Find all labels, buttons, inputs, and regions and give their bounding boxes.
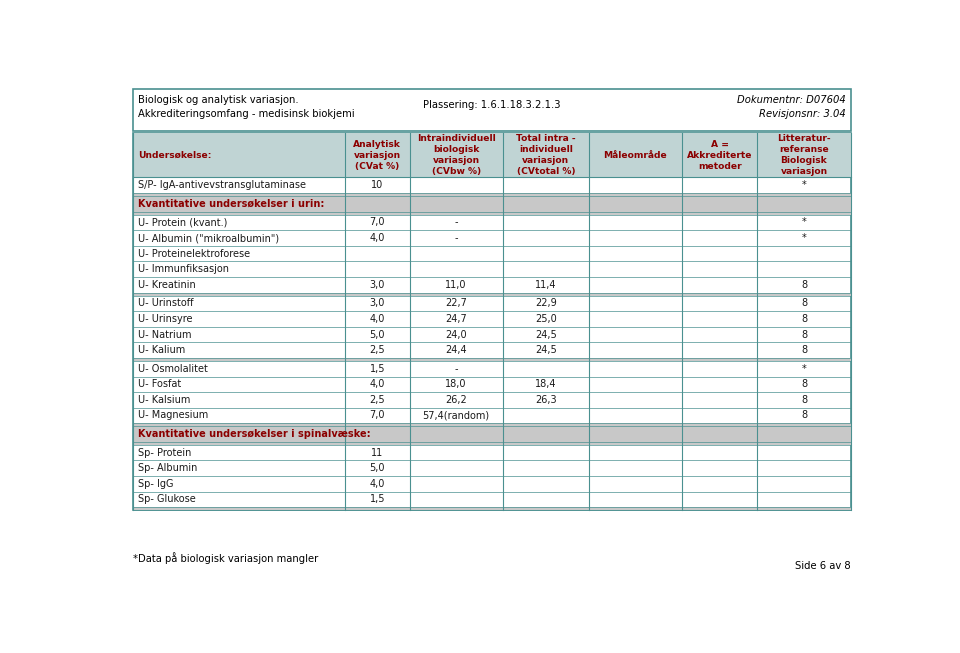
Text: Kvantitative undersøkelser i urin:: Kvantitative undersøkelser i urin: <box>138 199 324 209</box>
Bar <box>133 507 851 510</box>
Text: 3,0: 3,0 <box>370 279 385 290</box>
Bar <box>133 133 851 510</box>
Text: 26,2: 26,2 <box>445 395 467 405</box>
Text: 8: 8 <box>801 279 807 290</box>
Text: Plassering: 1.6.1.18.3.2.1.3: Plassering: 1.6.1.18.3.2.1.3 <box>423 101 561 110</box>
Bar <box>133 358 851 361</box>
Text: U- Fosfat: U- Fosfat <box>138 379 181 389</box>
Text: 24,7: 24,7 <box>445 314 467 324</box>
Text: U- Proteinelektroforese: U- Proteinelektroforese <box>138 249 250 259</box>
Text: Total intra -
individuell
variasjon
(CVtotal %): Total intra - individuell variasjon (CVt… <box>516 134 576 176</box>
Text: 1,5: 1,5 <box>370 494 385 505</box>
Text: U- Albumin ("mikroalbumin"): U- Albumin ("mikroalbumin") <box>138 233 279 243</box>
Text: 24,0: 24,0 <box>445 330 467 340</box>
Text: 8: 8 <box>801 314 807 324</box>
Text: A =
Akkrediterte
metoder: A = Akkrediterte metoder <box>687 140 753 171</box>
Text: U- Urinstoff: U- Urinstoff <box>138 298 193 308</box>
Text: U- Osmolalitet: U- Osmolalitet <box>138 364 207 374</box>
Text: 8: 8 <box>801 298 807 308</box>
Text: Sp- Protein: Sp- Protein <box>138 448 191 458</box>
Text: Revisjonsnr: 3.04: Revisjonsnr: 3.04 <box>759 108 846 119</box>
Text: U- Kreatinin: U- Kreatinin <box>138 279 196 290</box>
Text: 57,4(random): 57,4(random) <box>422 411 490 421</box>
Text: 7,0: 7,0 <box>370 411 385 421</box>
Text: -: - <box>454 217 458 227</box>
Text: Sp- Glukose: Sp- Glukose <box>138 494 196 505</box>
Text: 8: 8 <box>801 411 807 421</box>
Text: 11: 11 <box>372 448 383 458</box>
Text: U- Magnesium: U- Magnesium <box>138 411 208 421</box>
Text: 22,9: 22,9 <box>535 298 557 308</box>
Text: 7,0: 7,0 <box>370 217 385 227</box>
Text: 8: 8 <box>801 379 807 389</box>
Text: Biologisk og analytisk variasjon.: Biologisk og analytisk variasjon. <box>138 95 299 105</box>
Text: 4,0: 4,0 <box>370 314 385 324</box>
Text: *: * <box>802 180 806 190</box>
Text: 11,4: 11,4 <box>535 279 557 290</box>
Bar <box>133 423 851 426</box>
Bar <box>133 442 851 445</box>
Text: U- Urinsyre: U- Urinsyre <box>138 314 192 324</box>
Text: 5,0: 5,0 <box>370 463 385 473</box>
Text: Måleområde: Måleområde <box>604 151 667 160</box>
Bar <box>133 426 851 442</box>
Text: *: * <box>802 217 806 227</box>
Text: 11,0: 11,0 <box>445 279 467 290</box>
Text: U- Kalium: U- Kalium <box>138 345 185 355</box>
Text: Intraindividuell
biologisk
variasjon
(CVbw %): Intraindividuell biologisk variasjon (CV… <box>417 134 495 176</box>
Bar <box>133 212 851 215</box>
Text: 24,5: 24,5 <box>535 330 557 340</box>
Text: 26,3: 26,3 <box>535 395 557 405</box>
Text: Akkrediteringsomfang - medisinsk biokjemi: Akkrediteringsomfang - medisinsk biokjem… <box>138 108 354 119</box>
Text: 10: 10 <box>372 180 383 190</box>
Text: 2,5: 2,5 <box>370 345 385 355</box>
Text: S/P- IgA-antivevstransglutaminase: S/P- IgA-antivevstransglutaminase <box>138 180 306 190</box>
Text: Undersøkelse:: Undersøkelse: <box>138 151 211 160</box>
Bar <box>133 89 851 131</box>
Text: 24,5: 24,5 <box>535 345 557 355</box>
Text: Litteratur-
referanse
Biologisk
variasjon: Litteratur- referanse Biologisk variasjo… <box>778 134 830 176</box>
Text: 1,5: 1,5 <box>370 364 385 374</box>
Text: 25,0: 25,0 <box>535 314 557 324</box>
Bar <box>133 193 851 196</box>
Text: Side 6 av 8: Side 6 av 8 <box>795 561 851 571</box>
Text: 4,0: 4,0 <box>370 479 385 489</box>
Text: Sp- IgG: Sp- IgG <box>138 479 174 489</box>
Text: *: * <box>802 233 806 243</box>
Text: U- Natrium: U- Natrium <box>138 330 191 340</box>
Text: 22,7: 22,7 <box>445 298 468 308</box>
Text: U- Protein (kvant.): U- Protein (kvant.) <box>138 217 228 227</box>
Text: U- Kalsium: U- Kalsium <box>138 395 190 405</box>
Text: Kvantitative undersøkelser i spinalvæske:: Kvantitative undersøkelser i spinalvæske… <box>138 429 371 439</box>
Text: -: - <box>454 233 458 243</box>
Text: 8: 8 <box>801 345 807 355</box>
Text: 4,0: 4,0 <box>370 379 385 389</box>
Text: 2,5: 2,5 <box>370 395 385 405</box>
Text: 8: 8 <box>801 395 807 405</box>
Text: 3,0: 3,0 <box>370 298 385 308</box>
Text: *: * <box>802 364 806 374</box>
Text: -: - <box>454 364 458 374</box>
Text: 4,0: 4,0 <box>370 233 385 243</box>
Text: *Data på biologisk variasjon mangler: *Data på biologisk variasjon mangler <box>133 552 319 564</box>
Text: 18,0: 18,0 <box>445 379 467 389</box>
Text: Dokumentnr: D07604: Dokumentnr: D07604 <box>737 95 846 105</box>
Bar <box>133 133 851 178</box>
Bar <box>133 293 851 296</box>
Bar <box>133 196 851 212</box>
Text: U- Immunfiksasjon: U- Immunfiksasjon <box>138 264 228 274</box>
Text: 8: 8 <box>801 330 807 340</box>
Text: Sp- Albumin: Sp- Albumin <box>138 463 197 473</box>
Text: 24,4: 24,4 <box>445 345 467 355</box>
Text: Analytisk
variasjon
(CVat %): Analytisk variasjon (CVat %) <box>353 140 401 171</box>
Text: 5,0: 5,0 <box>370 330 385 340</box>
Text: 18,4: 18,4 <box>535 379 557 389</box>
